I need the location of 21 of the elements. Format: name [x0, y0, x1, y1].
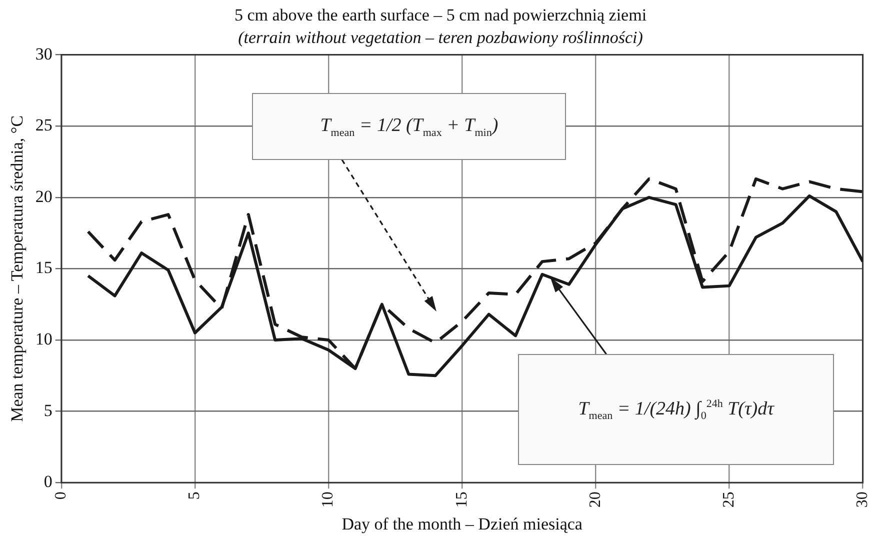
x-tick-label: 5	[186, 492, 204, 500]
y-tick-label: 15	[35, 258, 52, 278]
chart-subtitle: (terrain without vegetation – teren pozbawiony roślinności)	[238, 28, 644, 48]
x-tick-label: 0	[52, 492, 70, 500]
annotation: T$_{mean}$ = 1/2 (T$_{max}$ + T$_{min}$)	[320, 114, 498, 138]
formula-box: T$_{mean}$ = 1/(24h) ∫$_{0}$$^{24h}$ T(τ)dτ	[518, 354, 834, 466]
formula-box: T$_{mean}$ = 1/2 (T$_{max}$ + T$_{min}$)	[252, 93, 566, 160]
x-tick-label: 30	[854, 492, 872, 508]
x-tick-label: 20	[586, 492, 604, 508]
chart-title: 5 cm above the earth surface – 5 cm nad powierzchnią ziemi	[234, 6, 647, 25]
y-axis-title: Mean temperature – Temperatura średnia, °C	[8, 115, 27, 422]
y-tick-label: 30	[35, 44, 52, 64]
y-tick-label: 25	[35, 116, 52, 135]
y-tick-label: 20	[35, 186, 52, 206]
x-tick-label: 10	[320, 492, 337, 508]
y-tick-label: 5	[44, 400, 52, 420]
x-tick-label: 25	[720, 492, 738, 508]
y-tick-label: 10	[35, 329, 52, 348]
x-tick-label: 15	[453, 492, 470, 508]
x-axis-title: Day of the month – Dzień miesiąca	[342, 514, 583, 534]
annotation: T$_{mean}$ = 1/(24h) ∫$_{0}$$^{24h}$ T(τ)dτ	[578, 398, 774, 422]
